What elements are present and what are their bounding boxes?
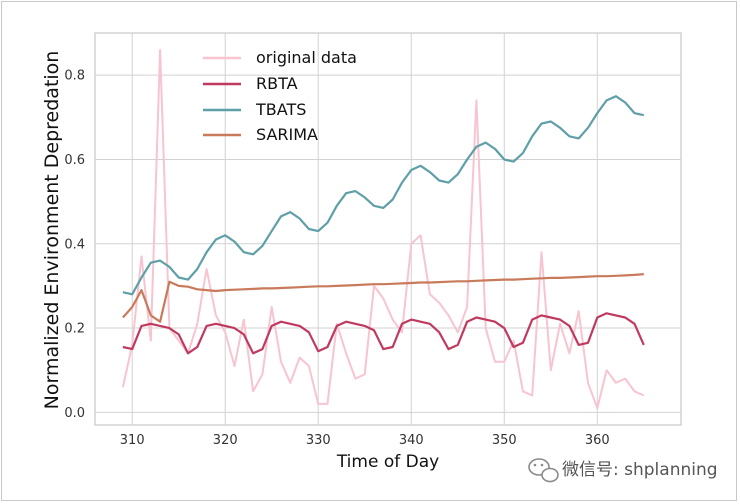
y-axis-label: Normalized Environment Depredation bbox=[41, 51, 63, 410]
legend: original data RBTA TBATS SARIMA bbox=[203, 48, 357, 144]
x-tick-label-350: 350 bbox=[492, 433, 517, 448]
y-tick-labels: 0.0 0.2 0.4 0.6 0.8 bbox=[64, 69, 85, 421]
legend-label-original-data: original data bbox=[256, 48, 357, 67]
plot-area bbox=[94, 32, 682, 426]
wechat-icon bbox=[528, 458, 559, 483]
x-axis-label: Time of Day bbox=[336, 452, 439, 472]
x-tick-label-360: 360 bbox=[585, 433, 610, 448]
x-tick-label-320: 320 bbox=[213, 433, 238, 448]
watermark-text: 微信号: shplanning bbox=[562, 460, 718, 480]
x-tick-labels: 310 320 330 340 350 360 bbox=[120, 433, 610, 448]
series-line-rbta bbox=[122, 312, 645, 355]
legend-label-sarima: SARIMA bbox=[256, 125, 318, 144]
x-tick-label-330: 330 bbox=[306, 433, 331, 448]
y-tick-label-0.4: 0.4 bbox=[64, 237, 85, 252]
y-tick-label-0.2: 0.2 bbox=[64, 322, 85, 337]
grid bbox=[95, 33, 681, 425]
y-tick-label-0.8: 0.8 bbox=[64, 69, 85, 84]
x-tick-label-340: 340 bbox=[399, 433, 424, 448]
y-tick-label-0: 0.0 bbox=[64, 406, 85, 421]
legend-label-rbta: RBTA bbox=[256, 74, 298, 93]
series-lines bbox=[121, 48, 645, 410]
series-line-original-data bbox=[121, 48, 645, 410]
series-line-tbats bbox=[122, 95, 645, 296]
series-line-sarima bbox=[122, 273, 644, 323]
legend-label-tbats: TBATS bbox=[255, 100, 306, 119]
watermark: 微信号: shplanning bbox=[528, 458, 718, 483]
y-tick-label-0.6: 0.6 bbox=[64, 153, 85, 168]
x-tick-label-310: 310 bbox=[120, 433, 145, 448]
